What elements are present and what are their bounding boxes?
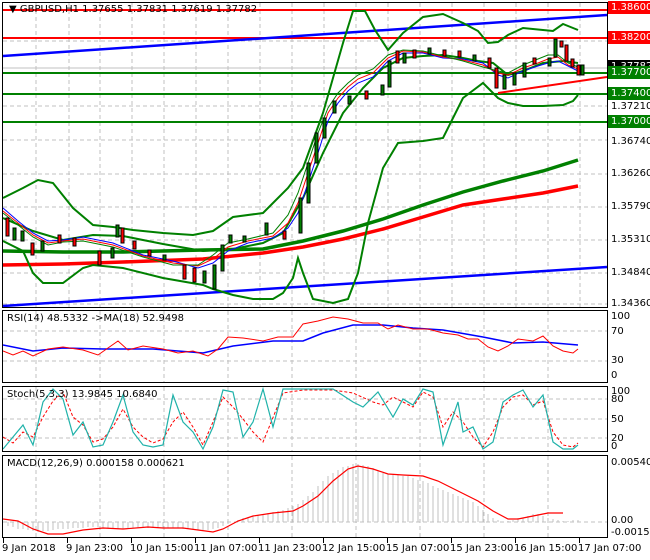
time-label: 12 Jan 15:00: [322, 543, 386, 554]
ema-green: [3, 49, 579, 266]
time-tick: [579, 538, 580, 543]
time-tick: [387, 538, 388, 543]
rsi-plot: [3, 311, 607, 382]
stoch-level-50: 50: [611, 414, 624, 425]
red-trendline-support: [497, 76, 607, 94]
time-tick: [259, 538, 260, 543]
time-label: 17 Jan 07:00: [578, 543, 642, 554]
price-label: 1.36740: [611, 136, 650, 147]
lower-trendline-blue: [3, 265, 607, 307]
time-tick: [323, 538, 324, 543]
grid-lines: [3, 3, 607, 307]
rsi-pane[interactable]: RSI(14) 48.5332 ->MA(18) 52.9498: [2, 310, 608, 383]
time-tick: [515, 538, 516, 543]
ema-blue: [3, 52, 579, 269]
price-plot: [3, 3, 607, 307]
candlesticks: [5, 38, 585, 290]
chart-title: ▼ GBPUSD,H1 1.37655 1.37831 1.37619 1.37…: [9, 4, 257, 15]
support-tag-3: 1.37000: [608, 115, 650, 128]
time-label: 10 Jan 15:00: [130, 543, 194, 554]
stoch-level-80: 80: [611, 394, 624, 405]
stoch-title: Stoch(5,3,3) 13.9845 10.6840: [7, 389, 158, 400]
rsi-level-0: 0: [611, 370, 618, 381]
time-label: 9 Jan 2018: [2, 543, 56, 554]
stoch-plot: [3, 387, 607, 451]
macd-plot: [3, 456, 607, 537]
time-tick: [451, 538, 452, 543]
price-label: 1.35790: [611, 201, 650, 212]
time-label: 16 Jan 15:00: [514, 543, 578, 554]
resistance-tag-2: 1.38200: [608, 31, 650, 44]
price-label: 1.37210: [611, 101, 650, 112]
support-tag-1: 1.37700: [608, 66, 650, 79]
ma-200-line: [3, 184, 579, 267]
symbol-title: GBPUSD,H1: [19, 4, 79, 15]
price-label: 1.34360: [611, 298, 650, 309]
price-chart-pane[interactable]: ▼ GBPUSD,H1 1.37655 1.37831 1.37619 1.37…: [2, 2, 608, 308]
support-tag-2: 1.37400: [608, 87, 650, 100]
macd-level-zero: 0.00: [611, 515, 634, 526]
ema-red: [3, 50, 579, 267]
macd-histogram: [7, 464, 579, 532]
upper-trendline-blue: [3, 13, 607, 58]
resistance-tag-1: 1.38600: [608, 1, 650, 14]
stoch-level-100: 100: [611, 386, 631, 397]
collapse-triangle-icon[interactable]: ▼: [9, 4, 17, 15]
time-label: 15 Jan 23:00: [450, 543, 514, 554]
bollinger-lower: [3, 81, 579, 305]
time-tick: [67, 538, 68, 543]
time-tick: [3, 538, 4, 543]
rsi-level-30: 30: [611, 355, 624, 366]
price-label: 1.34840: [611, 267, 650, 278]
stoch-level-20: 20: [611, 433, 624, 444]
stoch-main-line: [3, 387, 579, 451]
ohlc-values: 1.37655 1.37831 1.37619 1.37782: [82, 4, 258, 15]
rsi-line: [3, 316, 579, 357]
time-label: 11 Jan 07:00: [194, 543, 258, 554]
stochastic-pane[interactable]: Stoch(5,3,3) 13.9845 10.6840: [2, 386, 608, 452]
macd-pane[interactable]: MACD(12,26,9) 0.000158 0.000621: [2, 455, 608, 538]
time-label: 11 Jan 23:00: [258, 543, 322, 554]
stoch-level-0: 0: [611, 441, 618, 452]
macd-title: MACD(12,26,9) 0.000158 0.000621: [7, 458, 185, 469]
rsi-level-100: 100: [611, 311, 631, 322]
time-label: 15 Jan 07:00: [386, 543, 450, 554]
rsi-ma-line: [3, 324, 579, 354]
rsi-level-70: 70: [611, 326, 624, 337]
ma-100-line: [3, 158, 579, 254]
time-tick: [131, 538, 132, 543]
time-label: 9 Jan 23:00: [66, 543, 123, 554]
macd-signal-line: [3, 465, 563, 535]
bollinger-upper: [3, 10, 579, 237]
macd-level-bottom: -0.001521: [611, 527, 650, 538]
stoch-signal-line: [3, 389, 579, 448]
rsi-title: RSI(14) 48.5332 ->MA(18) 52.9498: [7, 313, 184, 324]
price-label: 1.36260: [611, 168, 650, 179]
macd-level-top: 0.005404: [611, 457, 650, 468]
price-label: 1.35310: [611, 234, 650, 245]
time-tick: [195, 538, 196, 543]
